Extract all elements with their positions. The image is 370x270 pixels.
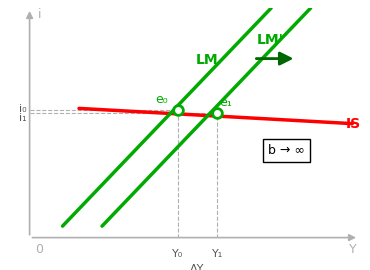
Text: IS: IS <box>346 117 361 131</box>
Text: Y₀: Y₀ <box>172 249 184 259</box>
Text: LM: LM <box>196 53 219 67</box>
Text: ΔY: ΔY <box>190 264 205 270</box>
Text: Y: Y <box>349 242 356 256</box>
Text: i₀: i₀ <box>18 104 26 114</box>
Text: e₁: e₁ <box>219 96 232 109</box>
Text: LM': LM' <box>256 33 283 47</box>
Text: b → ∞: b → ∞ <box>268 144 305 157</box>
Text: Y₁: Y₁ <box>212 249 223 259</box>
Text: i₁: i₁ <box>18 113 26 123</box>
Text: i: i <box>38 8 41 22</box>
Text: 0: 0 <box>36 242 44 256</box>
Text: e₀: e₀ <box>155 93 168 106</box>
